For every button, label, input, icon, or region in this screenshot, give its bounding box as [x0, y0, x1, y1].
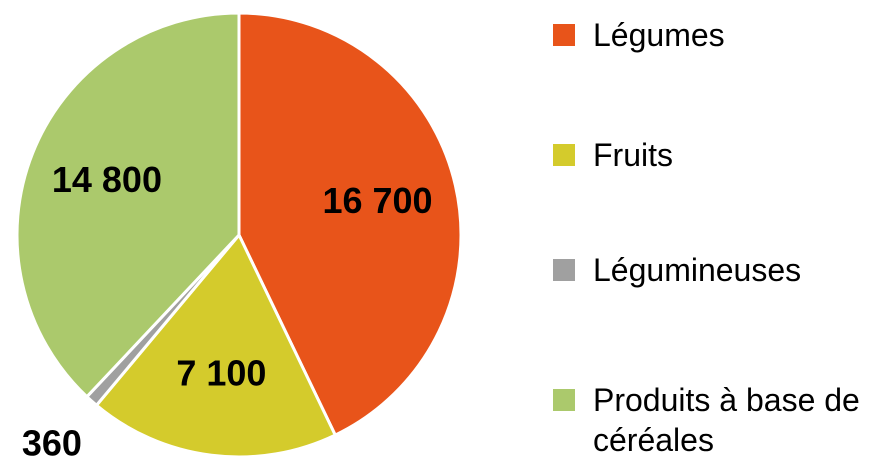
data-label: 7 100 — [176, 353, 266, 394]
legend-label: Légumes — [593, 17, 725, 53]
legend-swatch — [553, 144, 575, 166]
pie-slice — [94, 232, 338, 459]
legend-label: Produits à base de céréales — [593, 382, 860, 458]
legend-item: Produits à base de céréales — [553, 380, 863, 460]
legend-swatch — [553, 24, 575, 46]
legend-item: Légumes — [553, 15, 863, 55]
data-label: 14 800 — [52, 159, 162, 200]
pie-slice — [237, 11, 463, 438]
legend-label: Légumineuses — [593, 252, 802, 288]
legend-item: Fruits — [553, 135, 863, 175]
legend: Légumes Fruits Légumineuses Produits à base… — [553, 0, 873, 462]
legend-swatch — [553, 389, 575, 411]
pie-slice — [15, 11, 241, 399]
legend-item: Légumineuses — [553, 250, 863, 290]
data-label: 360 — [22, 422, 82, 462]
data-label: 16 700 — [322, 180, 432, 221]
legend-swatch — [553, 259, 575, 281]
legend-label: Fruits — [593, 137, 673, 173]
